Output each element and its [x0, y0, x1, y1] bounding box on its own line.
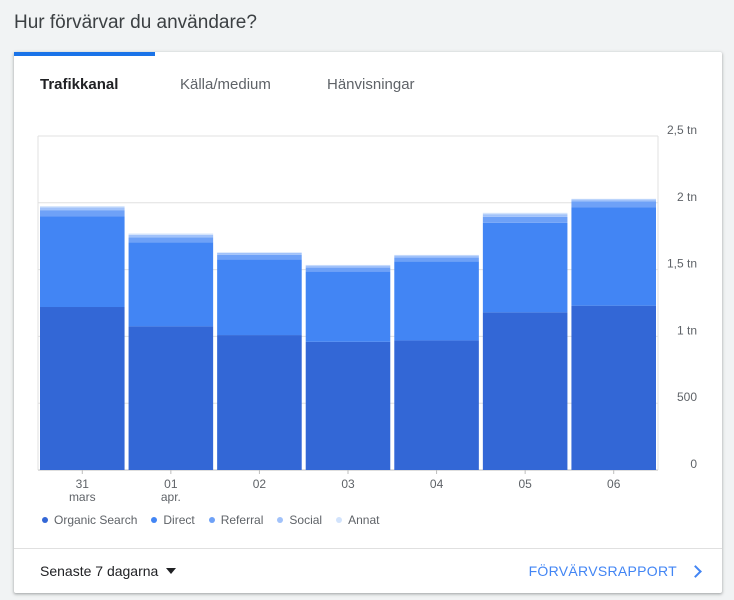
- page-title: Hur förvärvar du användare?: [14, 12, 257, 33]
- x-tick-label: 04: [430, 477, 444, 491]
- bar-segment: [217, 259, 302, 336]
- bar-segment: [128, 326, 214, 470]
- bar-segment: [482, 212, 568, 215]
- x-tick-label: 02: [253, 477, 267, 491]
- y-tick-label: 2,5 tn: [667, 123, 697, 137]
- bar-segment: [217, 252, 302, 253]
- bar-segment: [482, 222, 568, 313]
- legend-item[interactable]: Annat: [336, 513, 379, 527]
- bar-segment: [482, 312, 568, 470]
- bar-segment: [394, 257, 479, 262]
- date-range-dropdown[interactable]: Senaste 7 dagarna: [40, 563, 177, 579]
- bar-segment: [305, 265, 391, 268]
- report-link-label: FÖRVÄRVSRAPPORT: [528, 563, 677, 579]
- bar-segment: [394, 255, 479, 258]
- bar-segment: [40, 207, 125, 211]
- caret-down-icon: [166, 568, 177, 574]
- y-tick-label: 0: [690, 457, 697, 471]
- y-tick-label: 1,5 tn: [667, 257, 697, 271]
- bar-segment: [305, 267, 391, 272]
- bar-segment: [128, 242, 214, 327]
- bar-segment: [305, 264, 391, 266]
- bar-segment: [571, 198, 656, 200]
- bar-segment: [394, 340, 479, 470]
- x-tick-label: 05: [518, 477, 532, 491]
- chart-legend: Organic Search Direct Referral Social Annat: [42, 512, 393, 528]
- x-tick-label: mars: [69, 490, 96, 504]
- bar-segment: [217, 252, 302, 255]
- x-tick-label: 06: [607, 477, 621, 491]
- legend-item[interactable]: Social: [277, 513, 322, 527]
- bar-segment: [394, 261, 479, 341]
- bar-segment: [128, 234, 214, 238]
- acquisition-report-link[interactable]: FÖRVÄRVSRAPPORT: [528, 563, 702, 579]
- bar-segment: [571, 207, 656, 306]
- date-range-label: Senaste 7 dagarna: [40, 563, 159, 579]
- legend-item[interactable]: Organic Search: [42, 513, 137, 527]
- bar-segment: [571, 199, 656, 202]
- bar-segment: [128, 237, 214, 243]
- tab-trafikkanal[interactable]: Trafikkanal: [40, 76, 119, 93]
- bar-segment: [394, 254, 479, 256]
- legend-item[interactable]: Direct: [151, 513, 195, 527]
- bar-segment: [128, 233, 214, 235]
- legend-item[interactable]: Referral: [208, 513, 264, 527]
- footer-divider: [14, 548, 722, 549]
- bar-segment: [482, 214, 568, 217]
- bar-segment: [305, 341, 391, 470]
- x-tick-label: 01: [164, 477, 178, 491]
- bar-segment: [40, 216, 125, 308]
- y-tick-label: 500: [677, 390, 697, 404]
- tab-bar: Trafikkanal Källa/medium Hänvisningar: [14, 52, 722, 114]
- bar-segment: [571, 305, 656, 470]
- legend-dot-icon: [151, 517, 158, 523]
- legend-label: Social: [289, 513, 323, 527]
- chevron-right-icon: [689, 564, 702, 578]
- x-tick-label: apr.: [161, 490, 181, 504]
- tab-hanvisningar[interactable]: Hänvisningar: [327, 76, 415, 93]
- legend-dot-icon: [42, 517, 48, 523]
- legend-label: Organic Search: [54, 513, 138, 527]
- legend-dot-icon: [336, 517, 343, 523]
- active-tab-indicator: [14, 52, 155, 56]
- legend-dot-icon: [277, 517, 284, 523]
- bar-segment: [305, 271, 391, 342]
- legend-label: Referral: [220, 513, 264, 527]
- bar-segment: [482, 216, 568, 223]
- bar-segment: [217, 335, 302, 470]
- legend-dot-icon: [208, 517, 215, 523]
- bar-segment: [571, 201, 656, 208]
- bar-segment: [40, 210, 125, 217]
- legend-label: Direct: [163, 513, 195, 527]
- bar-segment: [40, 206, 125, 208]
- x-tick-label: 31: [76, 477, 90, 491]
- x-tick-label: 03: [341, 477, 355, 491]
- tab-kalla-medium[interactable]: Källa/medium: [180, 76, 271, 93]
- y-tick-label: 2 tn: [677, 190, 697, 204]
- bar-segment: [40, 307, 125, 470]
- legend-label: Annat: [348, 513, 380, 527]
- bar-segment: [217, 254, 302, 260]
- y-tick-label: 1 tn: [677, 323, 697, 337]
